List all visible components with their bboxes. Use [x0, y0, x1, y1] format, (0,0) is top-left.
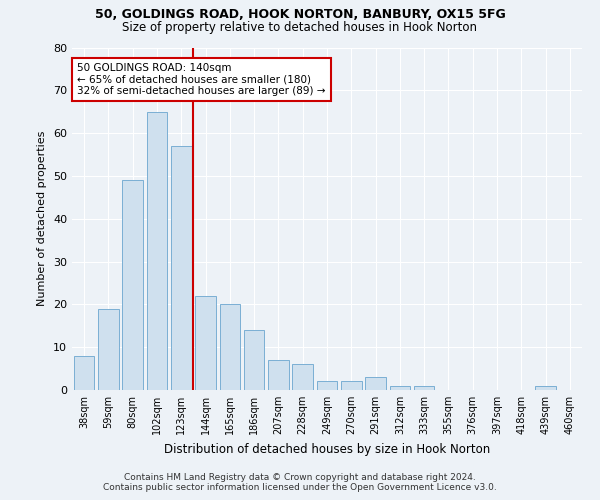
Bar — [195, 296, 216, 390]
Text: 50, GOLDINGS ROAD, HOOK NORTON, BANBURY, OX15 5FG: 50, GOLDINGS ROAD, HOOK NORTON, BANBURY,… — [95, 8, 505, 21]
Text: 50 GOLDINGS ROAD: 140sqm
← 65% of detached houses are smaller (180)
32% of semi-: 50 GOLDINGS ROAD: 140sqm ← 65% of detach… — [77, 63, 326, 96]
Bar — [122, 180, 143, 390]
Bar — [244, 330, 265, 390]
Text: Contains HM Land Registry data © Crown copyright and database right 2024.
Contai: Contains HM Land Registry data © Crown c… — [103, 473, 497, 492]
Bar — [220, 304, 240, 390]
Bar — [389, 386, 410, 390]
Bar — [98, 308, 119, 390]
Bar — [535, 386, 556, 390]
Bar — [292, 364, 313, 390]
Bar — [317, 382, 337, 390]
Bar — [171, 146, 191, 390]
Bar — [341, 382, 362, 390]
Bar — [414, 386, 434, 390]
Text: Size of property relative to detached houses in Hook Norton: Size of property relative to detached ho… — [122, 22, 478, 35]
Bar — [146, 112, 167, 390]
Y-axis label: Number of detached properties: Number of detached properties — [37, 131, 47, 306]
Bar — [365, 377, 386, 390]
Bar — [74, 356, 94, 390]
X-axis label: Distribution of detached houses by size in Hook Norton: Distribution of detached houses by size … — [164, 442, 490, 456]
Bar — [268, 360, 289, 390]
